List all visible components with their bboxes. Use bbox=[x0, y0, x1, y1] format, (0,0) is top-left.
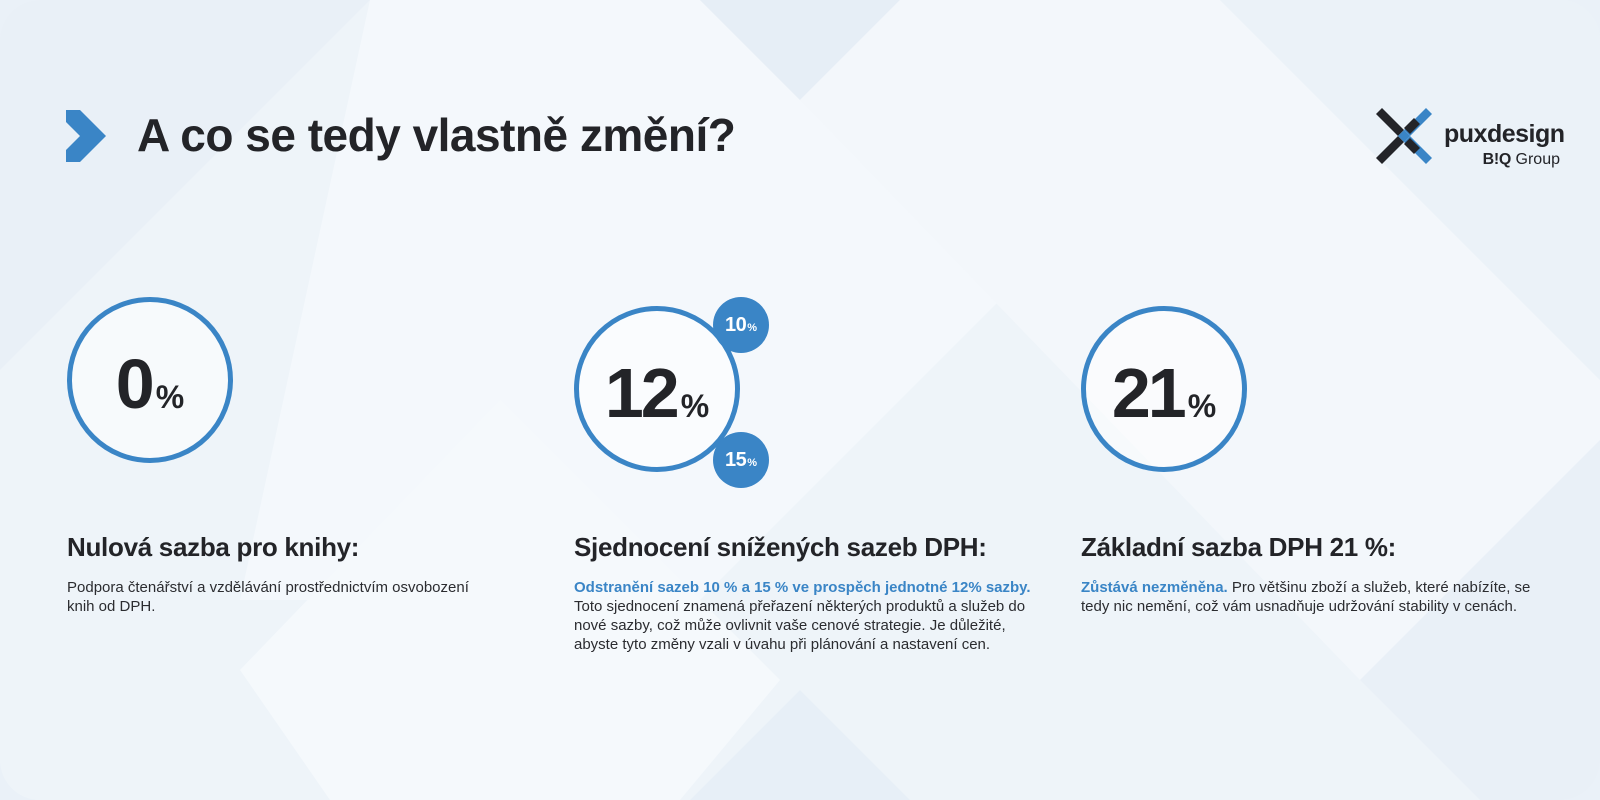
badge-10: 10% bbox=[713, 297, 769, 353]
rate-highlight: Zůstává nezměněna. bbox=[1081, 579, 1228, 596]
rate-number: 21 bbox=[1111, 354, 1187, 432]
rate-column-21: Základní sazba DPH 21 %: Zůstává nezměně… bbox=[1081, 532, 1531, 616]
rate-value: 21% bbox=[1086, 358, 1242, 441]
badge-15: 15% bbox=[713, 432, 769, 488]
puxdesign-logo: puxdesign B!Q Group bbox=[1376, 108, 1566, 170]
badge-number: 15 bbox=[724, 449, 747, 471]
logo-name: puxdesign bbox=[1444, 120, 1565, 148]
chevron-right-icon bbox=[66, 110, 106, 162]
rate-highlight: Odstranění sazeb 10 % a 15 % ve prospěch… bbox=[574, 579, 1031, 596]
badge-unit: % bbox=[747, 457, 758, 469]
rate-column-12: Sjednocení snížených sazeb DPH: Odstraně… bbox=[574, 532, 1034, 654]
rate-description-text: Pro většinu zboží a služeb, které nabízí… bbox=[1081, 579, 1531, 615]
rate-heading: Základní sazba DPH 21 %: bbox=[1081, 532, 1397, 562]
rate-unit: % bbox=[1187, 388, 1217, 424]
rate-circle-0: 0% bbox=[67, 297, 233, 463]
badge-number: 10 bbox=[724, 314, 747, 336]
rate-heading: Nulová sazba pro knihy: bbox=[67, 532, 360, 562]
page-title: A co se tedy vlastně změní? bbox=[137, 109, 736, 161]
logo-group-suffix: Group bbox=[1515, 151, 1560, 168]
rate-unit: % bbox=[680, 388, 710, 424]
badge-unit: % bbox=[747, 322, 758, 334]
rate-heading: Sjednocení snížených sazeb DPH: bbox=[574, 532, 987, 562]
rate-description-text: Podpora čtenářství a vzdělávání prostřed… bbox=[67, 579, 469, 615]
rate-description-text: Toto sjednocení znamená přeřazení někter… bbox=[574, 598, 1026, 653]
rate-description: Zůstává nezměněna. Pro většinu zboží a s… bbox=[1081, 578, 1531, 616]
rate-circle-21: 21% bbox=[1081, 306, 1247, 472]
rate-number: 0 bbox=[115, 345, 155, 423]
rate-value: 0% bbox=[72, 349, 228, 432]
x-mark-logo-icon bbox=[1376, 108, 1432, 164]
rate-value: 12% bbox=[579, 358, 735, 441]
rate-circle-12: 12% bbox=[574, 306, 740, 472]
logo-group-prefix: B!Q bbox=[1482, 151, 1512, 168]
rate-column-0: Nulová sazba pro knihy: Podpora čtenářst… bbox=[67, 532, 497, 616]
rate-number: 12 bbox=[604, 354, 680, 432]
rate-description: Podpora čtenářství a vzdělávání prostřed… bbox=[67, 578, 497, 616]
rate-description: Odstranění sazeb 10 % a 15 % ve prospěch… bbox=[574, 578, 1034, 654]
logo-group: B!Q Group bbox=[1483, 151, 1560, 169]
rate-unit: % bbox=[155, 379, 185, 415]
